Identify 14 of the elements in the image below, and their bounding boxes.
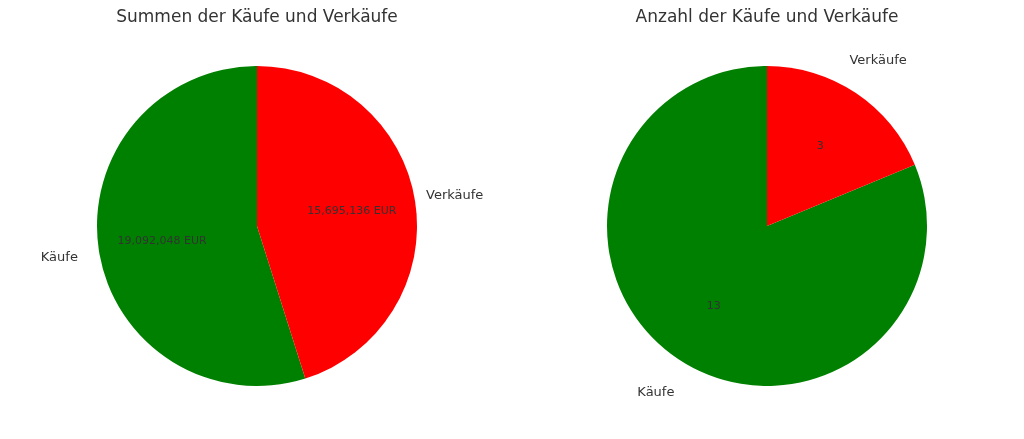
pie-slice — [767, 66, 915, 226]
chart-title: Anzahl der Käufe und Verkäufe — [635, 6, 899, 26]
slice-label: Verkäufe — [849, 51, 907, 67]
data-label: 3 — [816, 139, 824, 153]
slice-label: Käufe — [637, 384, 675, 400]
data-label: 15,695,136 EUR — [307, 204, 397, 218]
pie-slice — [257, 66, 417, 379]
chart-title: Summen der Käufe und Verkäufe — [116, 6, 398, 26]
pie-slice — [97, 66, 306, 386]
slice-label: Käufe — [40, 248, 78, 264]
data-label: 13 — [706, 298, 721, 312]
data-label: 19,092,048 EUR — [117, 233, 208, 247]
slice-label: Verkäufe — [426, 187, 484, 203]
pie-slice — [607, 66, 927, 386]
